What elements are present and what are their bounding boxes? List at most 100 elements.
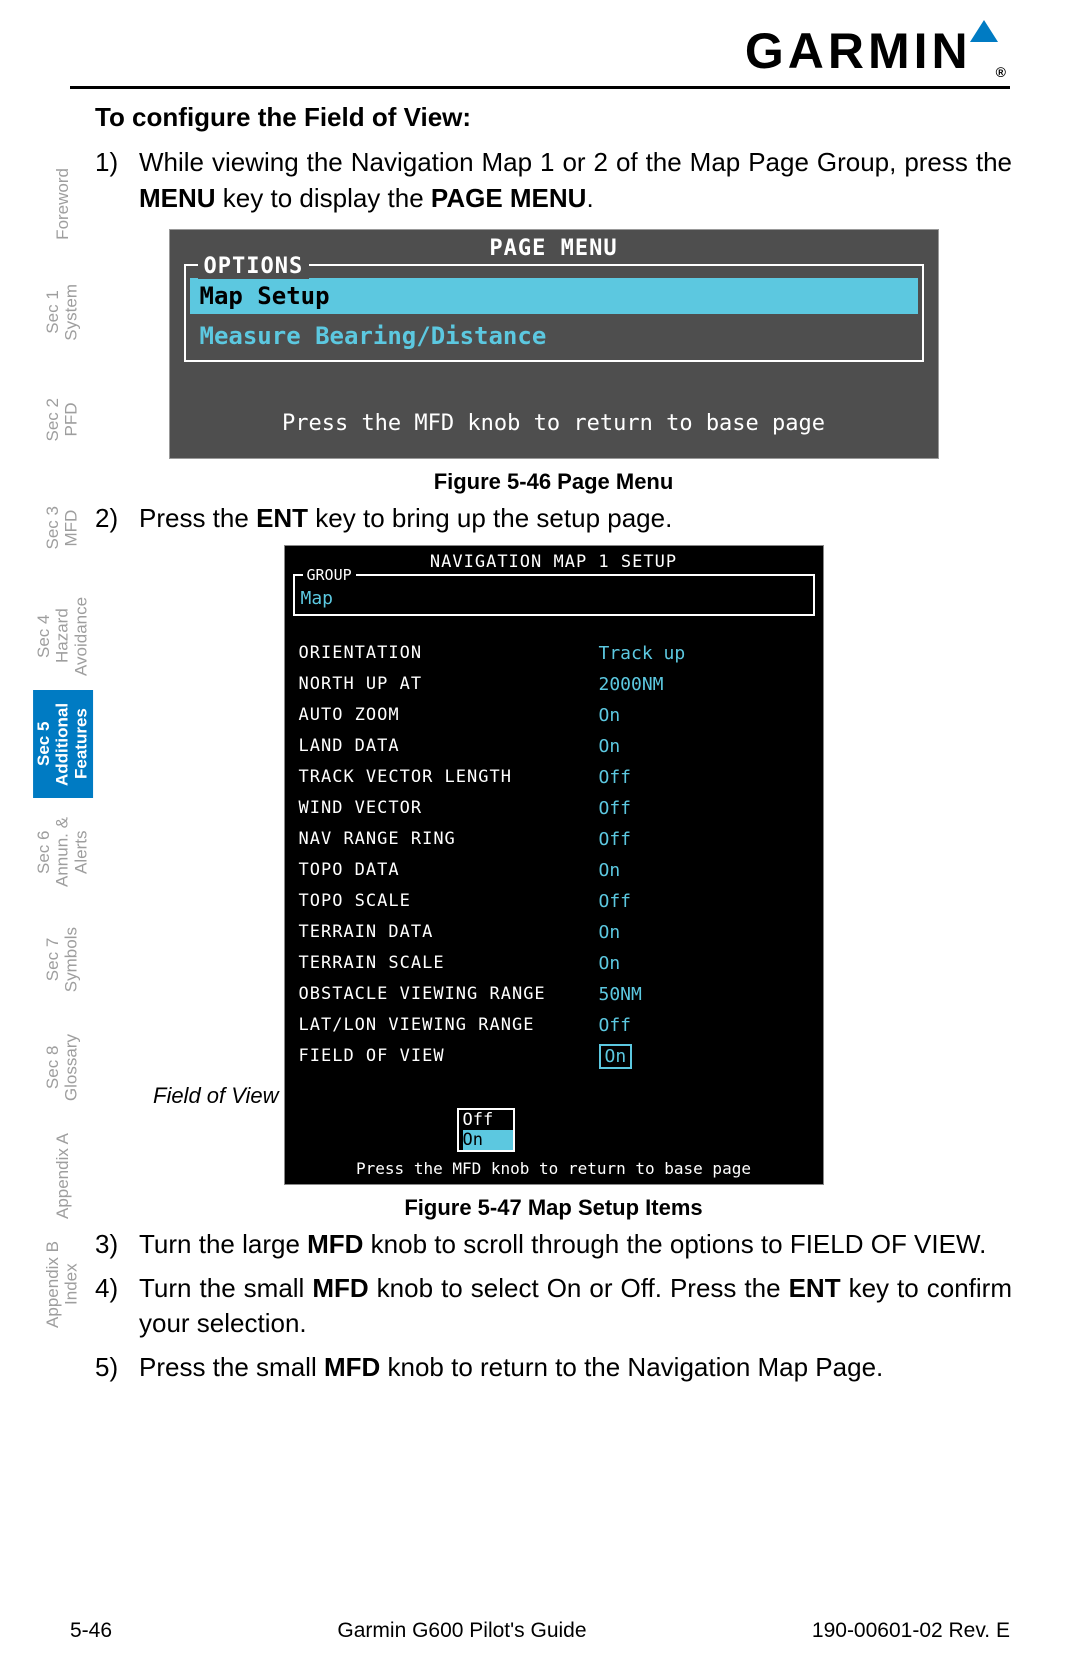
setup-row-value: On bbox=[599, 1044, 633, 1069]
steps-list-2: 2) Press the ENT key to bring up the set… bbox=[95, 501, 1012, 537]
setup-row[interactable]: FIELD OF VIEWOn bbox=[299, 1041, 809, 1072]
setup-row[interactable]: TOPO SCALEOff bbox=[299, 886, 809, 917]
field-of-view-popup: Off On bbox=[457, 1108, 515, 1152]
logo-text: GARMIN bbox=[745, 22, 972, 80]
setup-row-label: NORTH UP AT bbox=[299, 674, 599, 695]
setup-row-value: 2000NM bbox=[599, 674, 664, 695]
setup-row-value: Off bbox=[599, 767, 632, 788]
setup-row[interactable]: AUTO ZOOMOn bbox=[299, 700, 809, 731]
map-setup-hint: Press the MFD knob to return to base pag… bbox=[285, 1159, 823, 1178]
callout-line bbox=[285, 1097, 335, 1098]
page-footer: 5-46 Garmin G600 Pilot's Guide 190-00601… bbox=[70, 1619, 1010, 1643]
sidebar-tab-label: Appendix A bbox=[52, 1127, 75, 1225]
setup-row-label: TOPO SCALE bbox=[299, 891, 599, 912]
steps-list: 1) While viewing the Navigation Map 1 or… bbox=[95, 145, 1012, 217]
setup-row[interactable]: TOPO DATAOn bbox=[299, 855, 809, 886]
setup-row-label: TOPO DATA bbox=[299, 860, 599, 881]
step-num: 1) bbox=[95, 145, 139, 217]
steps-list-3: 3) Turn the large MFD knob to scroll thr… bbox=[95, 1227, 1012, 1387]
footer-revision: 190-00601-02 Rev. E bbox=[812, 1619, 1010, 1643]
setup-row[interactable]: NAV RANGE RINGOff bbox=[299, 824, 809, 855]
setup-rows: ORIENTATIONTrack upNORTH UP AT2000NMAUTO… bbox=[299, 638, 809, 1072]
setup-row-value: On bbox=[599, 953, 621, 974]
options-label: OPTIONS bbox=[198, 254, 310, 279]
setup-row[interactable]: TERRAIN SCALEOn bbox=[299, 948, 809, 979]
sidebar-tab-label: Sec 4Hazard Avoidance bbox=[33, 582, 93, 690]
sidebar-tab-label: Sec 1System bbox=[42, 278, 83, 347]
sidebar-tab[interactable]: Sec 5Additional Features bbox=[36, 690, 90, 798]
setup-row-label: NAV RANGE RING bbox=[299, 829, 599, 850]
step-body: Press the small MFD knob to return to th… bbox=[139, 1350, 1012, 1386]
sidebar-tab-label: Sec 3MFD bbox=[42, 500, 83, 555]
sidebar-tab-label: Foreword bbox=[52, 162, 75, 246]
menu-option-map-setup[interactable]: Map Setup bbox=[190, 278, 918, 314]
setup-row-value: On bbox=[599, 922, 621, 943]
sidebar-tabs: Foreword Sec 1System Sec 2PFD Sec 3MFD Sec 4… bbox=[36, 150, 90, 1338]
sidebar-tab[interactable]: Sec 6Annun. & Alerts bbox=[36, 798, 90, 906]
sidebar-tab-label: Appendix BIndex bbox=[42, 1235, 83, 1334]
setup-row[interactable]: TRACK VECTOR LENGTHOff bbox=[299, 762, 809, 793]
setup-row-label: TERRAIN DATA bbox=[299, 922, 599, 943]
page-menu-hint: Press the MFD knob to return to base pag… bbox=[170, 411, 938, 436]
setup-row-value: On bbox=[599, 860, 621, 881]
step-2: 2) Press the ENT key to bring up the set… bbox=[95, 501, 1012, 537]
setup-row-label: FIELD OF VIEW bbox=[299, 1046, 599, 1067]
sidebar-tab[interactable]: Sec 7Symbols bbox=[36, 906, 90, 1014]
sidebar-tab-label: Sec 6Annun. & Alerts bbox=[33, 798, 93, 906]
sidebar-tab[interactable]: Appendix A bbox=[36, 1122, 90, 1230]
setup-row-value: Track up bbox=[599, 643, 686, 664]
figure-1-caption: Figure 5-46 Page Menu bbox=[95, 469, 1012, 495]
step-body: Press the ENT key to bring up the setup … bbox=[139, 501, 1012, 537]
setup-row-value: On bbox=[599, 736, 621, 757]
setup-row-value: Off bbox=[599, 891, 632, 912]
setup-row-label: AUTO ZOOM bbox=[299, 705, 599, 726]
step-1: 1) While viewing the Navigation Map 1 or… bbox=[95, 145, 1012, 217]
header-rule bbox=[70, 86, 1010, 89]
setup-row-value: Off bbox=[599, 829, 632, 850]
sidebar-tab[interactable]: Sec 8Glossary bbox=[36, 1014, 90, 1122]
logo-triangle-icon bbox=[970, 20, 998, 42]
sidebar-tab[interactable]: Foreword bbox=[36, 150, 90, 258]
step-3: 3) Turn the large MFD knob to scroll thr… bbox=[95, 1227, 1012, 1263]
setup-row[interactable]: TERRAIN DATAOn bbox=[299, 917, 809, 948]
footer-doc-title: Garmin G600 Pilot's Guide bbox=[337, 1619, 586, 1643]
sidebar-tab[interactable]: Sec 4Hazard Avoidance bbox=[36, 582, 90, 690]
setup-row-label: TERRAIN SCALE bbox=[299, 953, 599, 974]
setup-row[interactable]: OBSTACLE VIEWING RANGE50NM bbox=[299, 979, 809, 1010]
popup-off[interactable]: Off bbox=[463, 1110, 513, 1130]
footer-page-number: 5-46 bbox=[70, 1619, 112, 1643]
section-heading: To configure the Field of View: bbox=[95, 102, 1012, 133]
group-label: GROUP bbox=[303, 566, 356, 584]
group-frame bbox=[293, 574, 815, 616]
group-value: Map bbox=[301, 588, 334, 609]
page-header: GARMIN® bbox=[70, 20, 1010, 89]
setup-row[interactable]: NORTH UP AT2000NM bbox=[299, 669, 809, 700]
menu-option-measure[interactable]: Measure Bearing/Distance bbox=[190, 318, 918, 354]
setup-row[interactable]: LAND DATAOn bbox=[299, 731, 809, 762]
setup-row[interactable]: LAT/LON VIEWING RANGEOff bbox=[299, 1010, 809, 1041]
step-body: While viewing the Navigation Map 1 or 2 … bbox=[139, 145, 1012, 217]
sidebar-tab[interactable]: Sec 1System bbox=[36, 258, 90, 366]
setup-row-label: WIND VECTOR bbox=[299, 798, 599, 819]
step-body: Turn the small MFD knob to select On or … bbox=[139, 1271, 1012, 1343]
sidebar-tab-label: Sec 5Additional Features bbox=[33, 690, 93, 798]
sidebar-tab-label: Sec 8Glossary bbox=[42, 1028, 83, 1107]
step-num: 4) bbox=[95, 1271, 139, 1343]
setup-row[interactable]: ORIENTATIONTrack up bbox=[299, 638, 809, 669]
setup-row-value: On bbox=[599, 705, 621, 726]
step-num: 5) bbox=[95, 1350, 139, 1386]
sidebar-tab-label: Sec 2PFD bbox=[42, 392, 83, 447]
field-of-view-callout: Field of View bbox=[153, 1083, 279, 1109]
setup-row-value: Off bbox=[599, 798, 632, 819]
sidebar-tab[interactable]: Sec 2PFD bbox=[36, 366, 90, 474]
step-5: 5) Press the small MFD knob to return to… bbox=[95, 1350, 1012, 1386]
sidebar-tab[interactable]: Sec 3MFD bbox=[36, 474, 90, 582]
setup-row-label: LAND DATA bbox=[299, 736, 599, 757]
nav-map-setup-title: NAVIGATION MAP 1 SETUP bbox=[285, 546, 823, 572]
popup-on[interactable]: On bbox=[463, 1130, 513, 1150]
setup-row-value: Off bbox=[599, 1015, 632, 1036]
setup-row-value: 50NM bbox=[599, 984, 642, 1005]
setup-row-label: ORIENTATION bbox=[299, 643, 599, 664]
sidebar-tab[interactable]: Appendix BIndex bbox=[36, 1230, 90, 1338]
setup-row[interactable]: WIND VECTOROff bbox=[299, 793, 809, 824]
